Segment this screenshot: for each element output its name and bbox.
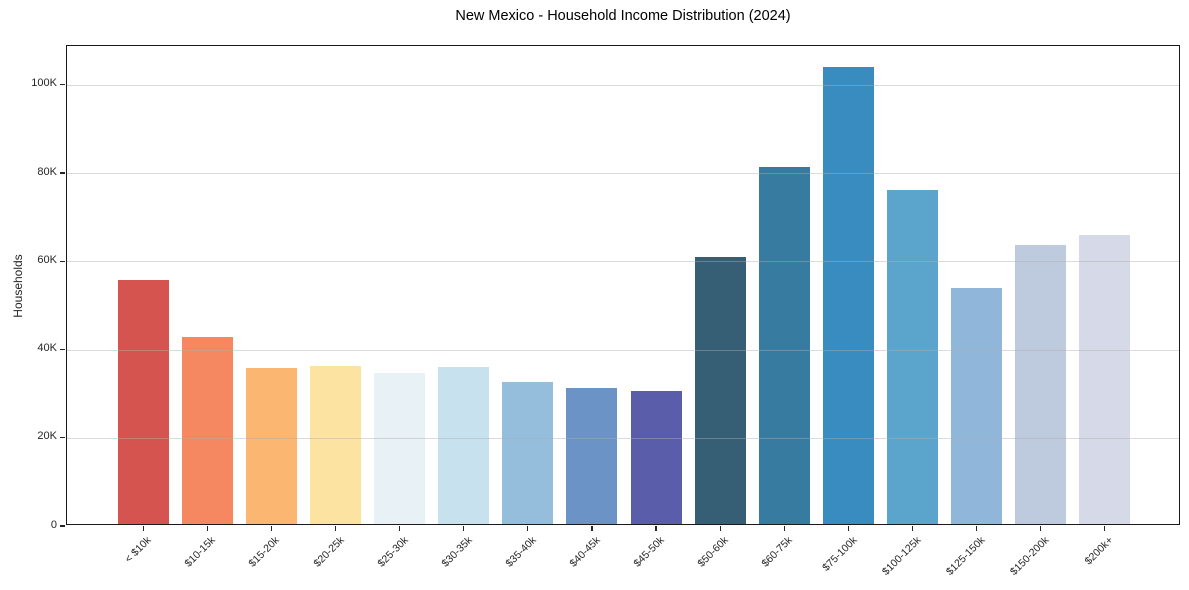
bar-$150-200k — [1015, 244, 1067, 524]
y-tick-mark — [60, 437, 65, 439]
bar-$25-30k — [374, 372, 426, 524]
x-tick-label-$30-35k: $30-35k — [439, 534, 475, 570]
bar-$40-45k — [566, 388, 618, 524]
x-tick-label-$45-50k: $45-50k — [631, 534, 667, 570]
x-tick-label-$10-15k: $10-15k — [182, 534, 219, 570]
x-tick-mark — [270, 526, 272, 531]
chart-title: New Mexico - Household Income Distributi… — [455, 8, 791, 24]
x-tick-label-$75-100k: $75-100k — [819, 534, 860, 574]
bar-$20-25k — [310, 366, 362, 524]
x-tick-mark — [719, 526, 721, 531]
x-tick-label-$35-40k: $35-40k — [503, 534, 539, 570]
y-tick-label: 40K — [37, 342, 57, 355]
bar-$200k+ — [1079, 235, 1131, 524]
x-tick-mark — [527, 526, 529, 531]
x-tick-mark — [1104, 526, 1106, 531]
x-tick-mark — [975, 526, 978, 531]
x-tick-label-$15-20k: $15-20k — [246, 534, 283, 570]
x-tick-label-$60-75k: $60-75k — [759, 534, 796, 570]
bar-$35-40k — [502, 381, 554, 524]
y-tick-label: 60K — [37, 253, 57, 266]
x-tick-mark — [847, 526, 849, 531]
bar-$45-50k — [630, 390, 682, 524]
y-tick-label: 80K — [37, 165, 57, 178]
bar-$125-150k — [951, 287, 1003, 524]
x-tick-label-$200k+: $200k+ — [1082, 534, 1116, 568]
bar-$75-100k — [822, 66, 874, 524]
y-tick-label: 0 — [50, 518, 57, 531]
bar-$100-125k — [886, 190, 938, 524]
x-tick-mark — [334, 526, 337, 531]
plot-area — [60, 45, 1180, 531]
gridline-100K — [67, 84, 1179, 86]
x-tick-label-$20-25k: $20-25k — [310, 534, 347, 570]
x-tick-label-$50-60k: $50-60k — [695, 534, 731, 570]
y-tick-label: 100K — [31, 77, 57, 90]
bar-$30-35k — [438, 367, 490, 524]
y-tick-mark — [60, 525, 65, 527]
y-tick-mark — [60, 348, 65, 351]
gridline-80K — [67, 173, 1179, 175]
x-tick-mark — [206, 526, 208, 531]
bar-$15-20k — [245, 367, 297, 524]
x-tick-mark — [399, 526, 401, 531]
bar-< $10k — [117, 279, 169, 524]
x-tick-label-$150-200k: $150-200k — [1007, 534, 1052, 578]
x-tick-label-$25-30k: $25-30k — [375, 534, 411, 570]
x-tick-mark — [655, 526, 657, 531]
gridline-20K — [67, 437, 1179, 439]
bar-$10-15k — [181, 337, 233, 524]
x-tick-mark — [783, 526, 785, 531]
x-tick-mark — [142, 526, 144, 531]
bar-$60-75k — [758, 166, 810, 524]
x-tick-label-< $10k: < $10k — [122, 534, 154, 566]
x-tick-label-$125-150k: $125-150k — [943, 534, 988, 578]
y-tick-mark — [60, 260, 65, 262]
x-tick-label-$40-45k: $40-45k — [567, 534, 603, 570]
y-tick-mark — [60, 172, 65, 174]
gridline-40K — [67, 349, 1179, 351]
y-tick-mark — [60, 84, 65, 86]
x-tick-mark — [1040, 526, 1042, 531]
x-tick-mark — [591, 526, 593, 531]
y-axis-label: Households — [11, 254, 25, 318]
y-tick-label: 20K — [37, 430, 57, 443]
gridline-60K — [67, 261, 1179, 263]
x-tick-mark — [463, 526, 465, 531]
x-tick-label-$100-125k: $100-125k — [879, 534, 924, 578]
x-tick-mark — [911, 526, 914, 531]
bar-$50-60k — [694, 256, 746, 524]
